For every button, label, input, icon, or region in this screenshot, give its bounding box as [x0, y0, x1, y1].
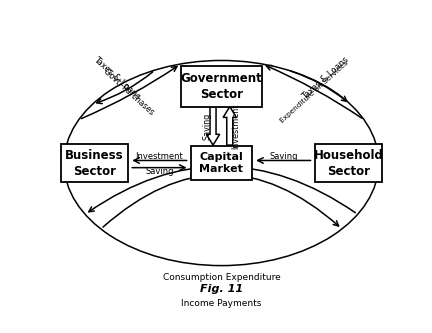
- Text: Fig. 11: Fig. 11: [200, 284, 243, 294]
- Text: Income Payments: Income Payments: [181, 299, 262, 308]
- FancyBboxPatch shape: [191, 147, 251, 180]
- Text: Saving: Saving: [145, 167, 174, 176]
- Text: Saving: Saving: [269, 152, 298, 161]
- Text: Capital
Market: Capital Market: [200, 152, 243, 174]
- Text: Taxes & Loans: Taxes & Loans: [301, 55, 351, 101]
- Text: Taxes & Loans: Taxes & Loans: [92, 55, 142, 101]
- FancyArrow shape: [223, 107, 236, 145]
- FancyArrow shape: [206, 107, 219, 145]
- Text: Government
Sector: Government Sector: [181, 72, 262, 101]
- Text: Consumption Expenditure: Consumption Expenditure: [162, 273, 280, 282]
- Text: Investment: Investment: [136, 152, 183, 161]
- Text: Saving: Saving: [203, 113, 212, 140]
- Text: Expenditure on Services: Expenditure on Services: [279, 60, 349, 124]
- Text: Business
Sector: Business Sector: [65, 149, 124, 177]
- Text: Govt. Purchases: Govt. Purchases: [102, 67, 156, 117]
- Text: Investment: Investment: [231, 104, 240, 149]
- FancyBboxPatch shape: [315, 144, 382, 182]
- FancyBboxPatch shape: [60, 144, 128, 182]
- Text: Household
Sector: Household Sector: [314, 149, 384, 177]
- FancyBboxPatch shape: [181, 66, 262, 107]
